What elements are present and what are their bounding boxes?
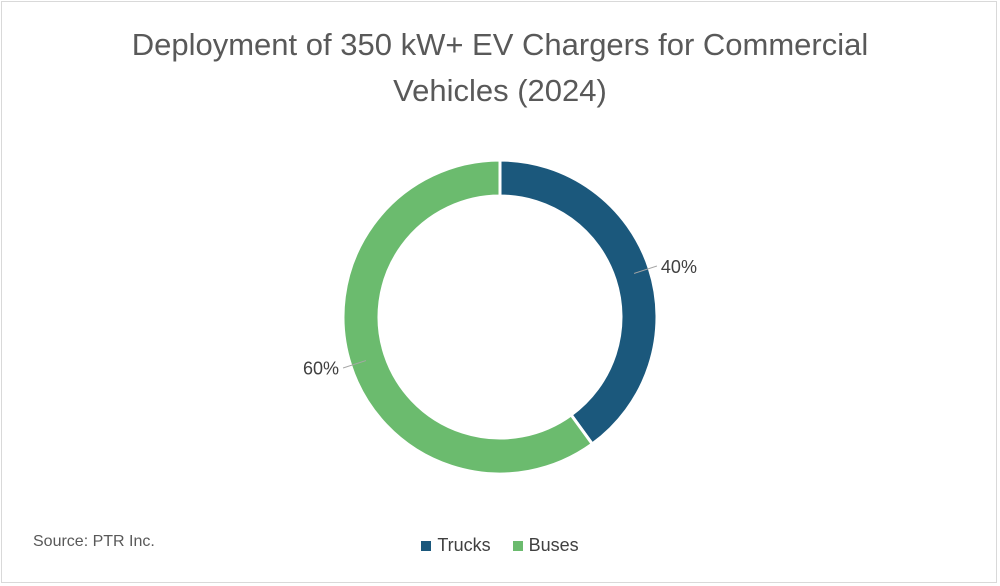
legend-swatch-trucks [421,540,432,551]
legend-item-trucks: Trucks [421,535,491,556]
donut-labels: 40% 60% [303,257,697,379]
donut-slice-trucks [498,158,659,447]
chart-title: Deployment of 350 kW+ EV Chargers for Co… [0,22,1000,114]
data-label-trucks: 40% [661,257,697,277]
legend-label-buses: Buses [528,535,579,555]
leader-line-buses [342,360,367,369]
legend: Trucks Buses [0,535,1000,556]
data-label-buses: 60% [303,359,339,379]
donut-slice-buses [341,158,595,476]
chart-title-line-1: Deployment of 350 kW+ EV Chargers for Co… [131,27,869,62]
donut-slices [341,158,659,476]
leader-line-trucks [633,265,658,274]
source-note: Source: PTR Inc. [33,533,155,550]
legend-label-trucks: Trucks [437,535,491,555]
legend-item-buses: Buses [512,535,579,556]
legend-swatch-buses [512,540,523,551]
chart-title-line-2: Vehicles (2024) [393,73,607,108]
